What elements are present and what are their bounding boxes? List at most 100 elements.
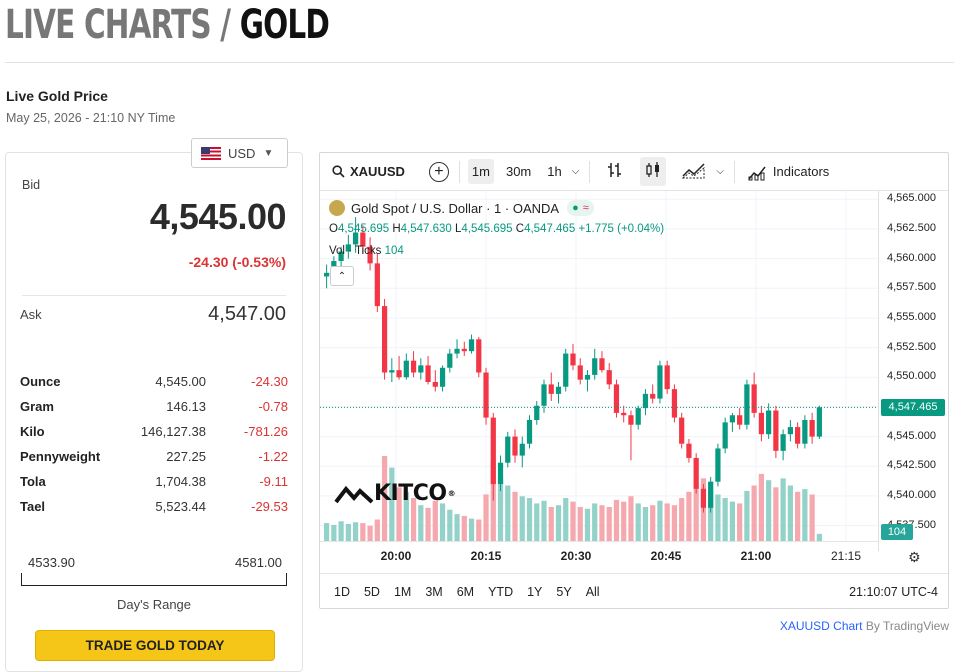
chart-credit-link[interactable]: XAUUSD Chart	[779, 619, 863, 633]
candlestick-plot[interactable]	[320, 191, 878, 541]
settings-icon[interactable]: ⚙	[908, 549, 921, 565]
candle-body	[802, 419, 808, 444]
indicators-button[interactable]: Indicators	[747, 163, 829, 181]
candle-body	[425, 365, 431, 383]
divider	[22, 295, 286, 296]
us-flag-icon	[201, 146, 221, 160]
price-timestamp: May 25, 2026 - 21:10 NY Time	[6, 111, 176, 125]
volume-bar	[439, 503, 446, 541]
symbol-label: XAUUSD	[350, 164, 405, 179]
candle-body	[563, 353, 569, 387]
candle-body	[635, 408, 641, 425]
interval-dropdown-icon[interactable]: ⌵	[571, 166, 580, 177]
interval-1h[interactable]: 1h	[547, 164, 562, 179]
toolbar-divider	[733, 160, 735, 183]
page-title-metal: GOLD	[239, 2, 330, 48]
candle-body	[722, 422, 728, 449]
candle-body	[505, 436, 511, 463]
volume-bar	[331, 524, 337, 541]
collapse-legend-button[interactable]: ⌃	[330, 266, 354, 286]
volume-bar	[606, 507, 612, 541]
chart-type-dropdown-icon[interactable]: ⌵	[716, 166, 724, 177]
range-5d[interactable]: 5D	[363, 584, 380, 599]
tradingview-credit[interactable]: XAUUSD Chart By TradingView	[780, 619, 949, 633]
time-tick-label: 20:45	[650, 549, 682, 563]
volume-bar	[432, 500, 438, 541]
range-low: 4533.90	[28, 555, 75, 570]
volume-bar	[635, 503, 641, 541]
candle-body	[642, 393, 649, 409]
bar-chart-type-icon[interactable]	[602, 157, 628, 186]
candle-body	[671, 389, 678, 418]
volume-value: 104	[384, 245, 404, 257]
indicators-icon	[748, 166, 766, 180]
candle-body	[454, 348, 460, 354]
price-tick-label: 4,562.500	[887, 221, 936, 234]
candle-body	[780, 434, 786, 451]
candle-body	[613, 384, 620, 413]
interval-30m[interactable]: 30m	[505, 164, 532, 179]
ask-price: 4,547.00	[208, 303, 286, 325]
trade-gold-button[interactable]: TRADE GOLD TODAY	[35, 630, 275, 661]
candle-chart-type-icon[interactable]	[640, 157, 667, 186]
table-row: Kilo 146,127.38 -781.26	[20, 419, 288, 444]
candle-body	[584, 374, 591, 380]
candle-body	[367, 246, 373, 264]
price-tick-label: 4,565.000	[887, 192, 936, 205]
volume-bar	[715, 494, 721, 541]
unit-name: Pennyweight	[20, 449, 101, 464]
candle-body	[664, 365, 670, 390]
interval-1m[interactable]: 1m	[467, 159, 494, 184]
time-axis[interactable]: 20:00 20:15 20:30 20:45 21:00 21:15	[320, 541, 878, 569]
candle-body	[758, 412, 764, 435]
volume-bar	[650, 505, 656, 541]
unit-change: -24.30	[251, 374, 288, 389]
compare-add-button[interactable]: +	[428, 161, 449, 182]
ask-label: Ask	[20, 307, 42, 322]
toolbar-divider	[458, 160, 460, 183]
header-divider	[5, 62, 954, 63]
volume-bar	[773, 487, 779, 541]
range-5y[interactable]: 5Y	[556, 584, 572, 599]
bid-price: 4,545.00	[149, 196, 287, 237]
range-ytd[interactable]: YTD	[488, 584, 514, 599]
volume-bar	[758, 473, 764, 541]
last-price-label: 4,547.465	[881, 399, 945, 417]
price-tick-label: 4,555.000	[887, 310, 936, 323]
area-chart-type-icon[interactable]	[678, 157, 710, 186]
range-1y[interactable]: 1Y	[527, 584, 543, 599]
candle-body	[599, 358, 605, 371]
range-1m[interactable]: 1M	[393, 584, 412, 599]
candle-body	[461, 348, 467, 352]
unit-name: Tola	[20, 474, 46, 489]
unit-change: -1.22	[258, 449, 288, 464]
candle-body	[700, 488, 707, 508]
price-axis[interactable]: 4,565.000 4,562.500 4,560.000 4,557.500 4,55…	[878, 191, 948, 551]
unit-price: 5,523.44	[155, 499, 206, 514]
range-all[interactable]: All	[585, 584, 600, 599]
time-tick-label: 20:30	[560, 549, 592, 563]
unit-price: 146,127.38	[140, 424, 206, 439]
unit-name: Tael	[20, 499, 46, 514]
low-value: 4,545.695	[461, 223, 513, 235]
range-1d[interactable]: 1D	[334, 584, 350, 599]
volume-bar	[621, 501, 627, 541]
gold-logo-icon	[329, 200, 345, 216]
price-section-title: Live Gold Price	[6, 88, 108, 104]
volume-bar	[425, 507, 431, 541]
range-3m[interactable]: 3M	[425, 584, 443, 599]
page-title: LIVE CHARTS / GOLD	[5, 0, 330, 50]
market-status-badge[interactable]: ● ≈	[567, 200, 594, 216]
currency-select[interactable]: USD ▼	[191, 138, 288, 168]
range-6m[interactable]: 6M	[456, 584, 475, 599]
price-tick-label: 4,545.000	[887, 429, 936, 442]
search-icon	[332, 165, 345, 178]
candle-body	[715, 448, 721, 482]
page-title-prefix: LIVE CHARTS /	[5, 2, 231, 48]
volume-bar	[476, 519, 482, 541]
volume-bar	[599, 505, 605, 541]
volume-bar	[468, 518, 475, 541]
chart-clock: 21:10:07 UTC-4	[849, 584, 938, 599]
volume-bar	[526, 498, 533, 541]
symbol-search[interactable]: XAUUSD	[332, 164, 405, 179]
